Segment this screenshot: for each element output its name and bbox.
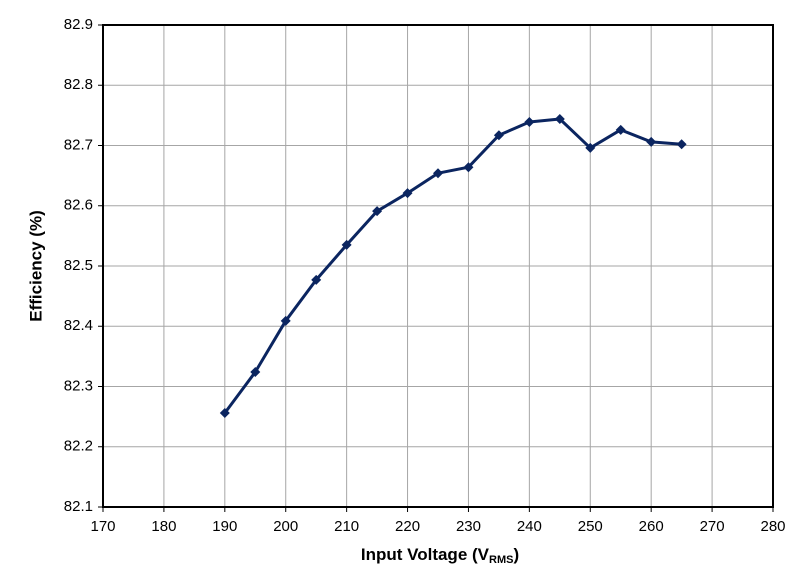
series-line	[223, 117, 682, 414]
x-tick-label: 240	[517, 518, 542, 535]
marker	[554, 113, 565, 124]
y-tick-label: 82.7	[64, 136, 93, 153]
marker	[646, 136, 657, 147]
marker	[676, 139, 687, 150]
marker	[402, 188, 413, 199]
marker	[463, 162, 474, 173]
y-tick-label: 82.6	[64, 197, 93, 214]
marker	[372, 206, 383, 217]
y-tick-label: 82.5	[64, 257, 93, 274]
y-tick-label: 82.1	[64, 498, 93, 515]
marker	[311, 274, 322, 285]
x-tick-label: 220	[395, 518, 420, 535]
y-tick-label: 82.3	[64, 377, 93, 394]
y-tick-label: 82.2	[64, 438, 93, 455]
x-tick-label: 200	[273, 518, 298, 535]
marker	[341, 239, 352, 250]
y-axis-title: Efficiency (%)	[26, 210, 45, 321]
marker	[433, 168, 443, 179]
y-tick-label: 82.9	[64, 16, 93, 33]
y-tick-label: 82.4	[64, 317, 93, 334]
x-tick-label: 230	[456, 518, 481, 535]
x-tick-label: 170	[90, 518, 115, 535]
marker	[615, 124, 626, 135]
marker	[280, 315, 291, 326]
marker	[493, 130, 504, 141]
x-tick-label: 210	[334, 518, 359, 535]
marker	[524, 117, 535, 128]
marker	[585, 142, 596, 153]
x-tick-label: 180	[151, 518, 176, 535]
x-tick-label: 280	[760, 518, 785, 535]
x-tick-label: 190	[212, 518, 237, 535]
x-tick-label: 260	[639, 518, 664, 535]
marker	[250, 367, 261, 378]
marker	[219, 408, 230, 419]
y-tick-label: 82.8	[64, 76, 93, 93]
plot-frame	[102, 24, 774, 508]
x-axis-title: Input Voltage (VRMS)	[361, 545, 519, 565]
x-tick-label: 270	[700, 518, 725, 535]
x-tick-label: 250	[578, 518, 603, 535]
